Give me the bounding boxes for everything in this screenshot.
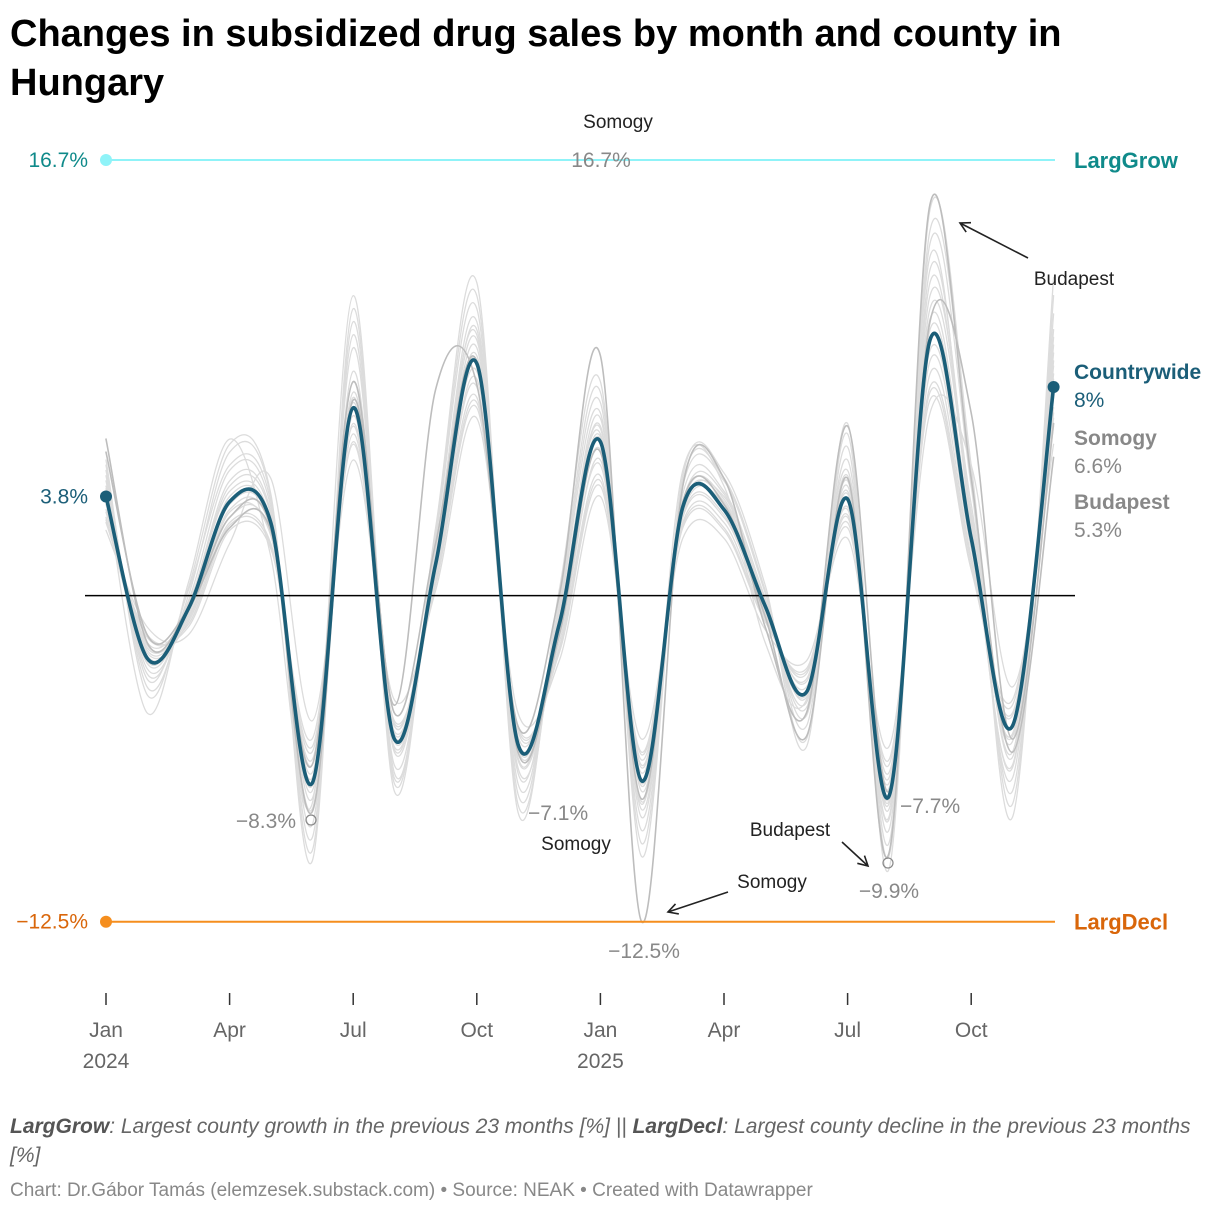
end-label-name-somogy: Somogy <box>1074 427 1157 450</box>
annotation-arrow <box>959 222 1029 259</box>
annotation-name: Somogy <box>583 112 653 133</box>
reference-lines: 16.7% LargGrow −12.5% LargDecl <box>16 148 1179 935</box>
footnote: LargGrow: Largest county growth in the p… <box>10 1112 1200 1170</box>
series-line-countrywide <box>104 331 1056 800</box>
end-label-name-budapest: Budapest <box>1074 491 1170 514</box>
annotation-value: −12.5% <box>608 940 680 963</box>
x-axis: Jan 2024 Apr Jul Oct Jan 2025 Apr Jul Oct <box>83 993 988 1073</box>
note-text-larggrow: : Largest county growth in the previous … <box>109 1115 633 1138</box>
annotation-value: −7.1% <box>528 802 588 825</box>
annotation-name: Budapest <box>1034 269 1115 290</box>
series-line-county-l <box>105 232 1055 847</box>
end-label-name-countrywide: Countrywide <box>1074 361 1201 384</box>
x-tick-year-label: 2024 <box>83 1050 130 1073</box>
line-chart: 16.7% LargGrow −12.5% LargDecl 3.8% Jan 2024… <box>16 112 1201 1073</box>
countrywide-line: 3.8% <box>40 331 1060 800</box>
annotation-arrowhead <box>857 855 870 868</box>
x-tick-label: Oct <box>955 1019 988 1042</box>
series-line-county-d <box>105 395 1055 762</box>
end-label-value-countrywide: 8% <box>1074 389 1104 412</box>
annotation-value: −8.3% <box>236 810 296 833</box>
annotation-arrowhead <box>958 221 972 233</box>
x-tick-label: Jan <box>89 1019 123 1042</box>
ref-value-larggrow: 16.7% <box>28 149 88 172</box>
series-line-county-k <box>105 394 1055 749</box>
end-labels: Countrywide 8% Somogy 6.6% Budapest 5.3% <box>1074 361 1201 542</box>
x-tick-label: Oct <box>460 1019 493 1042</box>
note-term-larggrow: LargGrow <box>10 1115 110 1138</box>
end-label-value-budapest: 5.3% <box>1074 519 1122 542</box>
annotation-value: −7.7% <box>900 795 960 818</box>
x-tick-year-label: 2025 <box>577 1050 624 1073</box>
countrywide-end-point <box>1047 380 1060 393</box>
note-term-largdecl: LargDecl <box>632 1115 723 1138</box>
annotation-arrow <box>667 891 729 913</box>
series-line-county-i <box>105 274 1055 823</box>
ref-value-largdecl: −12.5% <box>16 911 88 934</box>
annotation-name: Somogy <box>541 834 611 855</box>
annotation-value: −9.9% <box>859 880 919 903</box>
x-tick-label: Jan <box>583 1019 617 1042</box>
x-tick-label: Jul <box>834 1019 861 1042</box>
annotation-point-marker <box>882 857 894 869</box>
countrywide-start-label: 3.8% <box>40 486 88 509</box>
end-label-value-somogy: 6.6% <box>1074 455 1122 478</box>
x-tick-label: Apr <box>708 1019 741 1042</box>
annotations: Somogy 16.7% Budapest −8.3% −7.1% Somogy Budap… <box>236 112 1115 963</box>
chart-title: Changes in subsidized drug sales by mont… <box>10 13 1062 104</box>
credit-line: Chart: Dr.Gábor Tamás (elemzesek.substac… <box>10 1180 813 1201</box>
annotation-value: 16.7% <box>571 149 631 172</box>
x-tick-label: Apr <box>213 1019 246 1042</box>
ref-point-largdecl <box>100 915 112 928</box>
annotation-arrowhead <box>666 903 679 915</box>
annotation-name: Somogy <box>737 872 807 893</box>
note-text-largdecl: : Largest county decline in the previous… <box>10 1115 1191 1167</box>
x-tick-label: Jul <box>340 1019 367 1042</box>
annotation-point-marker <box>305 814 317 826</box>
ref-label-largdecl: LargDecl <box>1074 910 1168 935</box>
annotation-arrow <box>841 841 869 867</box>
countrywide-start-point <box>100 490 112 503</box>
annotation-name: Budapest <box>750 820 831 841</box>
ref-point-larggrow <box>100 154 112 166</box>
ref-label-larggrow: LargGrow <box>1074 148 1179 173</box>
